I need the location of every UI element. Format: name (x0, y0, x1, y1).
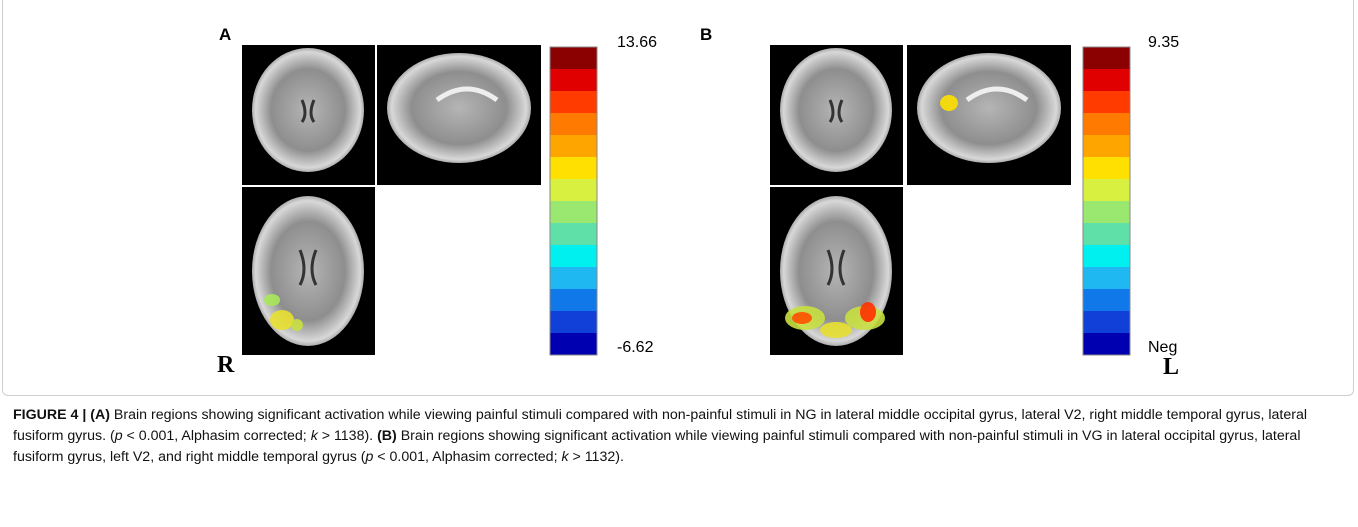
caption-text: < 0.001, Alphasim corrected; (123, 428, 311, 444)
colorbar-band (1083, 47, 1130, 70)
colorbar-band (550, 179, 597, 202)
colorbar-band (1083, 91, 1130, 114)
side-label: R (217, 352, 235, 378)
colorbar-band (1083, 333, 1130, 356)
colorbar-band (1083, 223, 1130, 246)
panel-label: B (700, 25, 712, 44)
caption-text: > 1132). (569, 449, 624, 465)
caption-text: p (115, 428, 123, 444)
activation (820, 322, 852, 338)
colorbar-band (550, 201, 597, 224)
brain-slice (252, 48, 364, 172)
colorbar-band (1083, 113, 1130, 136)
caption-text: k (311, 428, 318, 444)
colorbar-min: -6.62 (617, 339, 654, 356)
figure: A 13.66 -6.62 R B 9.35 Neg L (0, 0, 1358, 400)
caption-text: < 0.001, Alphasim corrected; (373, 449, 561, 465)
page: {"figure": { "panels": [ {"label": "A", … (0, 0, 1358, 527)
colorbar-band (550, 113, 597, 136)
colorbar-band (1083, 69, 1130, 92)
colorbar-band (1083, 267, 1130, 290)
colorbar-max: 9.35 (1148, 34, 1179, 51)
colorbar-band (550, 289, 597, 312)
activation (264, 294, 280, 306)
activation (860, 302, 876, 322)
side-label: L (1163, 354, 1179, 380)
brain-slice (252, 196, 364, 346)
panel-label: A (219, 25, 231, 44)
caption-text: > 1138). (318, 428, 377, 444)
colorbar-band (550, 333, 597, 356)
colorbar-band (1083, 245, 1130, 268)
panel-a (242, 45, 597, 356)
colorbar-max: 13.66 (617, 34, 657, 51)
caption-text: FIGURE 4 | (A) (13, 407, 110, 423)
brain-slice (780, 48, 892, 172)
caption: FIGURE 4 | (A) Brain regions showing sig… (13, 405, 1343, 468)
colorbar-band (550, 91, 597, 114)
colorbar-band (550, 223, 597, 246)
colorbar-band (1083, 179, 1130, 202)
activation (792, 312, 812, 324)
activation (270, 310, 294, 330)
caption-text: (B) (377, 428, 397, 444)
brain-slice (387, 53, 531, 163)
activation (940, 95, 958, 111)
colorbar-band (1083, 311, 1130, 334)
colorbar-band (550, 245, 597, 268)
caption-text: k (561, 449, 568, 465)
colorbar-band (550, 69, 597, 92)
colorbar-band (550, 267, 597, 290)
panel-b (770, 45, 1130, 356)
colorbar-band (1083, 289, 1130, 312)
colorbar-band (550, 135, 597, 158)
colorbar-band (1083, 201, 1130, 224)
colorbar-band (1083, 157, 1130, 180)
colorbar-band (550, 311, 597, 334)
colorbar-band (550, 157, 597, 180)
colorbar-band (1083, 135, 1130, 158)
colorbar-band (550, 47, 597, 70)
brain-slice (917, 53, 1061, 163)
activation (291, 319, 303, 331)
